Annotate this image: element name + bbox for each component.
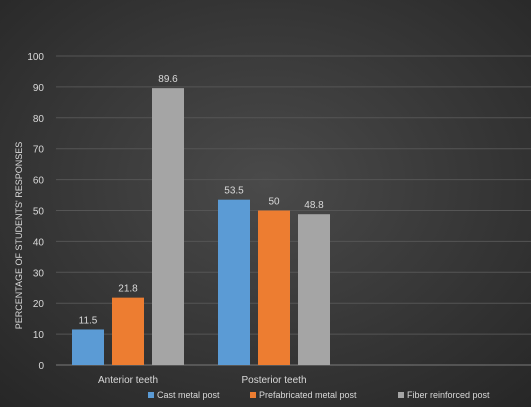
y-tick-label: 10	[33, 330, 45, 341]
bar-posterior-teeth-prefabricated-metal-post	[258, 210, 290, 365]
x-category-label: Posterior teeth	[241, 375, 306, 386]
bar-posterior-teeth-cast-metal-post	[218, 199, 250, 365]
data-label: 48.8	[304, 200, 324, 211]
x-category-label: Anterior teeth	[98, 375, 158, 386]
x-axis-categories: Anterior teeth Posterior teeth	[98, 375, 307, 386]
y-tick-label: 30	[33, 268, 45, 279]
legend: Cast metal post Prefabricated metal post F…	[148, 390, 490, 400]
y-tick-label: 90	[33, 83, 45, 94]
y-tick-label: 80	[33, 114, 45, 125]
y-tick-label: 0	[38, 361, 44, 372]
legend-swatch	[250, 392, 256, 398]
legend-label: Fiber reinforced post	[407, 390, 490, 400]
y-axis-title: PERCENTAGE OF STUDENTS' RESPONSES	[14, 142, 24, 330]
bars	[72, 88, 330, 366]
y-axis-ticks: 0 10 20 30 40 50 60 70 80 90 100	[27, 52, 44, 372]
y-tick-label: 70	[33, 145, 45, 156]
y-tick-label: 50	[33, 207, 45, 218]
y-tick-label: 40	[33, 237, 45, 248]
bar-anterior-teeth-fiber-reinforced-post	[152, 88, 184, 366]
data-label: 11.5	[79, 315, 98, 326]
data-label: 89.6	[158, 74, 178, 85]
bar-posterior-teeth-fiber-reinforced-post	[298, 214, 330, 365]
data-labels: 11.5 21.8 89.6 53.5 50 48.8	[79, 74, 325, 326]
legend-swatch	[148, 392, 154, 398]
bar-anterior-teeth-prefabricated-metal-post	[112, 297, 144, 365]
legend-swatch	[398, 392, 404, 398]
legend-label: Cast metal post	[157, 390, 220, 400]
data-label: 50	[268, 197, 280, 208]
data-label: 53.5	[224, 186, 244, 197]
y-tick-label: 60	[33, 176, 45, 187]
bar-anterior-teeth-cast-metal-post	[72, 329, 104, 365]
gridlines	[56, 55, 531, 366]
y-tick-label: 100	[27, 52, 44, 63]
legend-label: Prefabricated metal post	[259, 390, 357, 400]
y-tick-label: 20	[33, 299, 45, 310]
data-label: 21.8	[118, 284, 138, 295]
